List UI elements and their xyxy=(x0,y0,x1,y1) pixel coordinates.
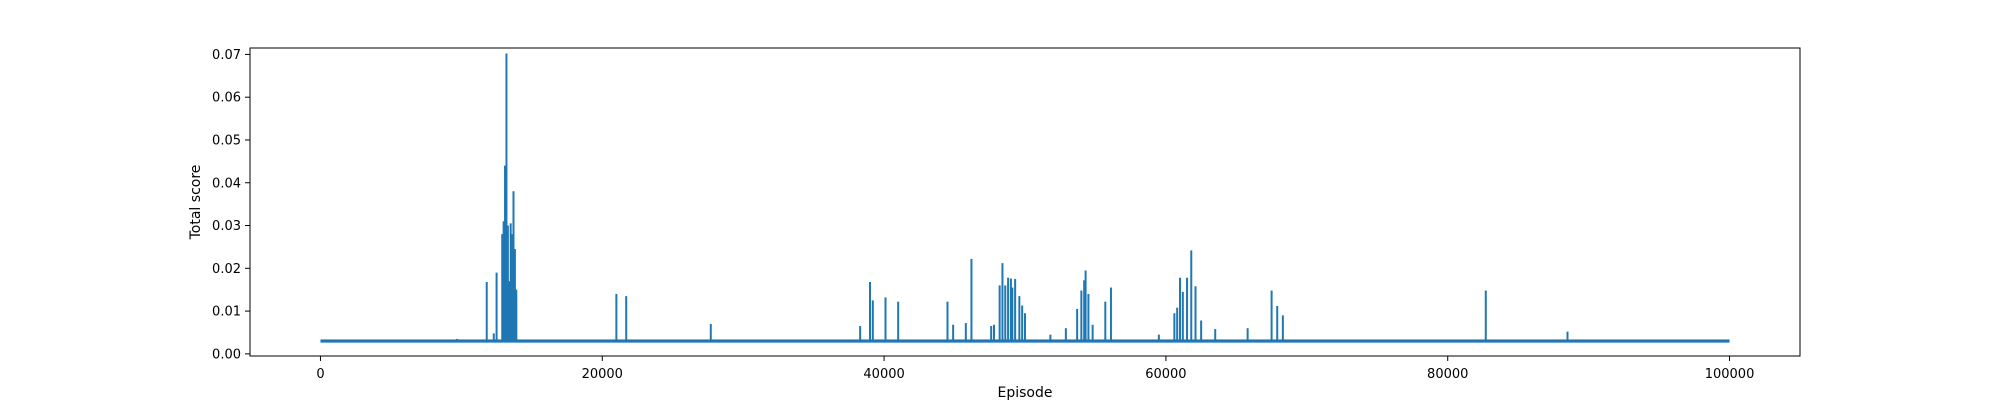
x-axis-label: Episode xyxy=(998,385,1053,400)
y-tick-label: 0.00 xyxy=(212,347,241,362)
plot-area xyxy=(249,47,1801,357)
y-axis: 0.00 0.01 0.02 0.03 0.04 0.05 0.06 0.07 xyxy=(212,48,250,362)
y-axis-label: Total score xyxy=(188,165,204,241)
y-tick-label: 0.01 xyxy=(212,305,241,320)
y-tick-label: 0.05 xyxy=(212,133,241,148)
y-tick-label: 0.04 xyxy=(212,176,241,191)
x-tick-label: 20000 xyxy=(582,367,623,382)
y-tick-label: 0.03 xyxy=(212,219,241,234)
x-tick-label: 100000 xyxy=(1705,367,1755,382)
axes-frame xyxy=(249,47,1801,357)
x-tick-label: 60000 xyxy=(1145,367,1186,382)
x-tick-label: 40000 xyxy=(863,367,904,382)
y-tick-label: 0.07 xyxy=(212,48,241,63)
series-group xyxy=(320,53,1730,343)
x-tick-label: 0 xyxy=(316,367,324,382)
y-tick-label: 0.06 xyxy=(212,91,241,106)
x-axis: 0 20000 40000 60000 80000 100000 xyxy=(316,356,1754,382)
y-tick-label: 0.02 xyxy=(212,262,241,277)
x-tick-label: 80000 xyxy=(1427,367,1468,382)
